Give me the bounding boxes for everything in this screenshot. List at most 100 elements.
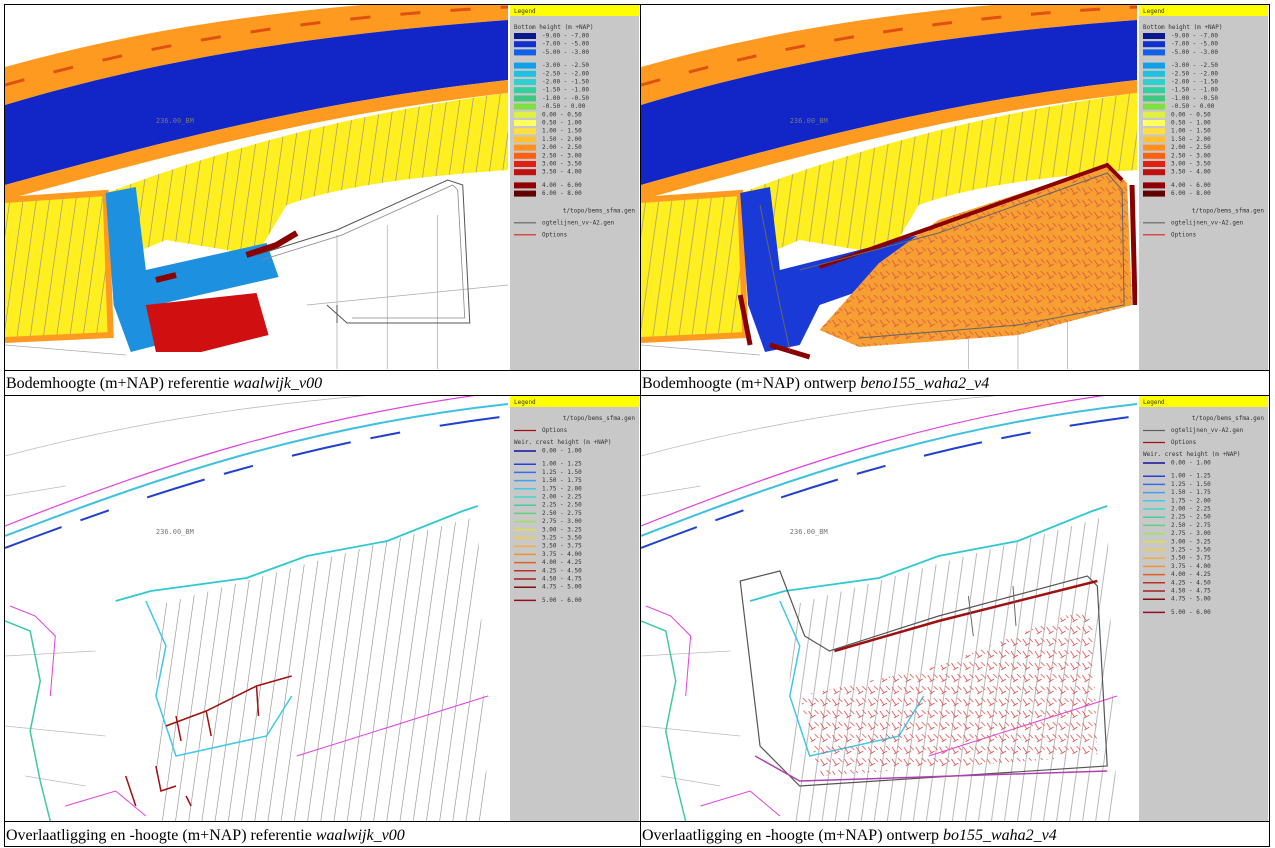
map-layer — [641, 0, 1137, 369]
legend-label: 1.50 - 2.00 — [1171, 136, 1211, 143]
legend-swatch — [1143, 182, 1165, 188]
legend-swatch — [514, 49, 536, 55]
legend-label: 0.00 - 1.00 — [1171, 460, 1211, 467]
map-label: 236.00_BM — [790, 117, 828, 125]
map — [641, 386, 1137, 821]
map-shape — [5, 193, 111, 340]
legend-label: 3.50 - 4.00 — [1171, 169, 1211, 176]
legend-label: 2.50 - 3.00 — [542, 152, 582, 159]
legend-label: 3.00 - 3.25 — [542, 526, 582, 533]
legend-label: -2.00 - -1.50 — [542, 79, 589, 86]
legend-file: ogtelijnen_vv-A2.gen — [1171, 219, 1244, 226]
map-layer — [641, 386, 1137, 821]
legend-label: 4.25 - 4.50 — [1171, 579, 1211, 586]
legend-header: Legend — [514, 8, 536, 15]
legend-swatch — [514, 33, 536, 39]
legend-swatch — [1143, 79, 1165, 85]
legend-label: 5.00 - 6.00 — [542, 597, 582, 604]
caption-emphasis: waalwijk_v00 — [316, 827, 405, 844]
legend-swatch — [514, 120, 536, 126]
legend-swatch — [514, 79, 536, 85]
legend-header: Legend — [1143, 399, 1165, 406]
legend-swatch — [514, 161, 536, 167]
legend-label: -1.50 - -1.00 — [1171, 87, 1218, 94]
legend-label: 6.00 - 8.00 — [1171, 190, 1211, 197]
legend-label: -2.50 - -2.00 — [1171, 70, 1218, 77]
map-layer — [5, 0, 508, 369]
panel: 236.00_BMLegendBottom height (m +NAP)-9.… — [641, 0, 1268, 392]
legend-label: 0.00 - 0.50 — [542, 111, 582, 118]
panels: 236.00_BMLegendBottom height (m +NAP)-9.… — [5, 0, 1268, 844]
legend-label: 4.25 - 4.50 — [542, 567, 582, 574]
legend-file: ogtelijnen_vv-A2.gen — [542, 219, 615, 226]
legend-label: -5.00 - -3.00 — [1171, 49, 1218, 56]
legend-swatch — [1143, 104, 1165, 110]
legend-label: 0.00 - 1.00 — [542, 448, 582, 455]
legend-swatch — [514, 191, 536, 197]
caption-emphasis: beno155_waha2_v4 — [860, 375, 989, 392]
legend-label: 3.75 - 4.00 — [542, 551, 582, 558]
legend-label: 5.00 - 6.00 — [1171, 609, 1211, 616]
map-label: 236.00_BM — [156, 117, 194, 125]
legend-file: ogtelijnen_vv-A2.gen — [1171, 427, 1244, 434]
legend-label: 1.00 - 1.50 — [1171, 128, 1211, 135]
legend-swatch — [1143, 136, 1165, 142]
legend-label: -5.00 - -3.00 — [542, 49, 589, 56]
legend-swatch — [1143, 120, 1165, 126]
legend-swatch — [514, 104, 536, 110]
legend-header: Legend — [1143, 8, 1165, 15]
legend-label: 2.50 - 2.75 — [542, 510, 582, 517]
legend-label: 3.50 - 3.75 — [1171, 555, 1211, 562]
caption: Overlaatligging en -hoogte (m+NAP) ontwe… — [642, 827, 1057, 844]
caption: Bodemhoogte (m+NAP) referentie waalwijk_… — [6, 375, 322, 392]
map-layer — [5, 386, 508, 821]
map-shape — [641, 193, 745, 340]
legend-file: t/topo/bems_sfma.gen — [563, 415, 636, 422]
legend-label: -1.00 - -0.50 — [1171, 95, 1218, 102]
legend-label: 2.00 - 2.25 — [542, 494, 582, 501]
panel: 236.00_BMLegendt/topo/bems_sfma.genOptio… — [5, 386, 639, 844]
legend-label: 4.50 - 4.75 — [1171, 588, 1211, 595]
map — [5, 0, 508, 369]
legend-swatch — [1143, 41, 1165, 47]
caption: Bodemhoogte (m+NAP) ontwerp beno155_waha… — [642, 375, 989, 392]
legend-label: 2.75 - 3.00 — [542, 518, 582, 525]
legend-swatch — [514, 112, 536, 118]
panel: 236.00_BMLegendt/topo/bems_sfma.genogtel… — [641, 386, 1268, 844]
legend-label: 1.00 - 1.25 — [542, 461, 582, 468]
legend-label: 3.25 - 3.50 — [1171, 547, 1211, 554]
legend-swatch — [1143, 95, 1165, 101]
legend-label: 1.50 - 1.75 — [542, 477, 582, 484]
legend-label: 2.25 - 2.50 — [1171, 514, 1211, 521]
legend-label: -1.50 - -1.00 — [542, 87, 589, 94]
legend-file: t/topo/bems_sfma.gen — [563, 207, 636, 214]
legend-label: 2.75 - 3.00 — [1171, 530, 1211, 537]
legend-swatch — [514, 87, 536, 93]
legend-label: -0.50 - 0.00 — [542, 103, 586, 110]
legend-label: 1.50 - 2.00 — [542, 136, 582, 143]
caption-emphasis: waalwijk_v00 — [233, 375, 322, 392]
legend-swatch — [1143, 71, 1165, 77]
legend-label: -2.00 - -1.50 — [1171, 79, 1218, 86]
legend-label: 3.00 - 3.50 — [542, 161, 582, 168]
legend-swatch — [514, 145, 536, 151]
legend-label: -7.00 - -5.00 — [542, 41, 589, 48]
legend-label: 1.25 - 1.50 — [1171, 481, 1211, 488]
legend-label: 3.25 - 3.50 — [542, 535, 582, 542]
legend-label: 4.00 - 4.25 — [542, 559, 582, 566]
legend-label: 4.75 - 5.00 — [1171, 596, 1211, 603]
legend-label: 3.00 - 3.50 — [1171, 161, 1211, 168]
map — [641, 0, 1137, 369]
legend-swatch — [1143, 169, 1165, 175]
legend-label: 3.50 - 4.00 — [542, 169, 582, 176]
legend-label: 1.75 - 2.00 — [1171, 497, 1211, 504]
legend-swatch — [514, 41, 536, 47]
legend-swatch — [1143, 191, 1165, 197]
legend-swatch — [1143, 112, 1165, 118]
legend-file: t/topo/bems_sfma.gen — [1192, 207, 1265, 214]
legend-label: -0.50 - 0.00 — [1171, 103, 1215, 110]
legend-label: -9.00 - -7.00 — [542, 33, 589, 40]
legend-label: 2.00 - 2.50 — [542, 144, 582, 151]
legend-label: 2.25 - 2.50 — [542, 502, 582, 509]
legend-label: 2.00 - 2.25 — [1171, 506, 1211, 513]
